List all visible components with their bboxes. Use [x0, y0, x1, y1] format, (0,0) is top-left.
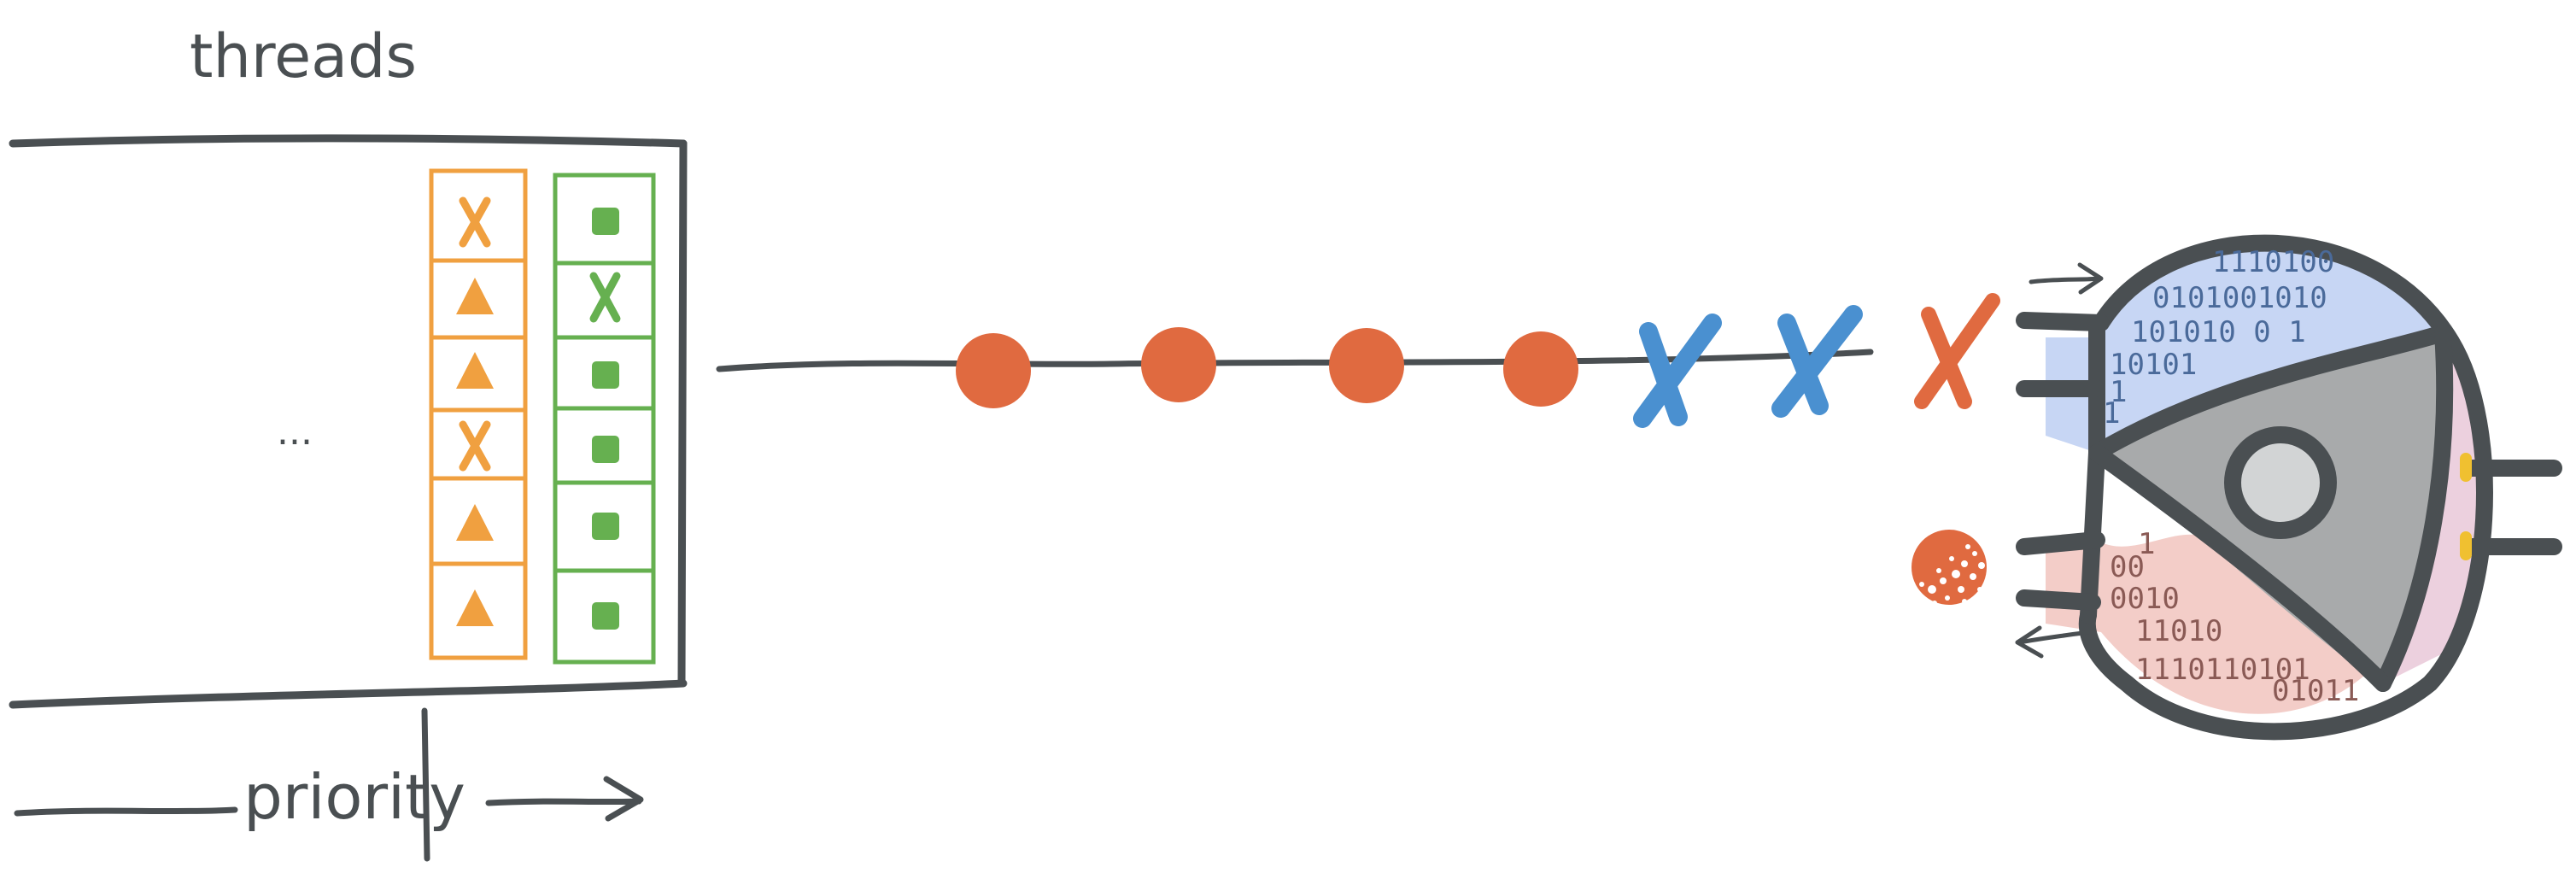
bottom-binary-line: 11010	[2135, 614, 2222, 648]
blue-x-marks	[1633, 305, 1863, 428]
request-dot	[1141, 327, 1216, 402]
request-dot	[956, 333, 1031, 408]
blue-x-icon	[1771, 305, 1863, 418]
dissolving-dot	[1912, 530, 1987, 606]
bottom-binary-line: 0010	[2110, 582, 2180, 616]
orange-queue	[429, 168, 528, 660]
output-arrow	[2015, 625, 2091, 659]
square-icon	[592, 361, 619, 389]
top-binary: 1110100 0101001010 101010 0 1 10101 1 1	[2103, 245, 2334, 431]
request-dot	[1503, 331, 1578, 407]
square-icon	[592, 602, 619, 630]
triangle-icon	[456, 589, 494, 626]
yellow-port-dot	[2460, 453, 2472, 482]
square-icon	[592, 208, 619, 235]
green-queue-items	[589, 208, 621, 630]
priority-arrow	[14, 707, 644, 862]
top-binary-line: 1	[2110, 375, 2127, 409]
blue-x-icon	[1633, 314, 1722, 428]
x-icon	[459, 420, 491, 472]
priority-label: priority	[243, 761, 465, 833]
x-icon	[459, 196, 491, 248]
bottom-binary: 1 00 0010 11010 1110110101 01011	[2110, 527, 2359, 708]
top-binary-line: 101010 0 1	[2131, 315, 2306, 349]
input-arrow	[2029, 262, 2104, 295]
machine-top-fill	[2046, 244, 2438, 453]
top-binary-line: 10101	[2110, 348, 2197, 382]
orange-queue-items	[456, 196, 494, 626]
machine: 1110100 0101001010 101010 0 1 10101 1 1 …	[2016, 234, 2562, 741]
triangle-icon	[456, 278, 494, 314]
machine-hub	[2224, 426, 2337, 539]
bottom-binary-line: 00	[2110, 550, 2145, 584]
square-icon	[592, 513, 619, 540]
bottom-binary-line: 01011	[2272, 674, 2359, 708]
machine-bottom-fill	[2046, 534, 2374, 714]
request-dot	[1329, 328, 1404, 403]
square-icon	[592, 436, 619, 463]
bottom-binary-line: 1110110101	[2135, 653, 2310, 687]
triangle-icon	[456, 504, 494, 541]
green-queue	[553, 173, 656, 665]
triangle-icon	[456, 352, 494, 389]
threads-label: threads	[190, 21, 417, 91]
top-binary-line: 1	[2103, 396, 2120, 431]
pipeline-dots	[956, 327, 1578, 408]
ellipsis-label: ...	[277, 410, 313, 454]
threads-box	[9, 134, 688, 709]
bottom-binary-line: 1	[2138, 527, 2155, 561]
red-x-icon	[1914, 293, 2000, 409]
yellow-port-dot	[2460, 531, 2472, 560]
x-icon	[589, 272, 621, 323]
top-binary-line: 0101001010	[2152, 281, 2327, 315]
top-binary-line: 1110100	[2212, 245, 2334, 279]
